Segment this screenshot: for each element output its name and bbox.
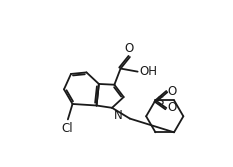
- Text: S: S: [156, 95, 164, 108]
- Text: O: O: [168, 102, 177, 115]
- Text: O: O: [124, 42, 134, 55]
- Text: OH: OH: [139, 65, 157, 78]
- Text: O: O: [168, 85, 177, 98]
- Text: Cl: Cl: [61, 122, 73, 135]
- Text: N: N: [114, 109, 122, 122]
